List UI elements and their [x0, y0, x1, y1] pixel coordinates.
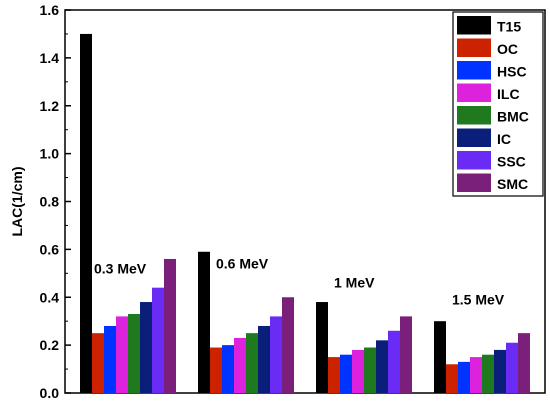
bar-ssc-0	[152, 287, 164, 393]
bar-bmc-0	[128, 314, 140, 393]
bar-bmc-2	[364, 347, 376, 393]
legend-label-ic: IC	[497, 131, 511, 147]
group-label: 1.5 MeV	[452, 291, 505, 307]
y-tick-label: 0.2	[40, 337, 60, 353]
y-tick-label: 0.0	[40, 385, 60, 401]
bar-oc-1	[210, 347, 222, 393]
bar-ic-2	[376, 340, 388, 393]
bar-smc-2	[400, 316, 412, 393]
legend-swatch-ic	[457, 128, 491, 147]
bar-oc-0	[92, 333, 104, 393]
bar-ilc-0	[116, 316, 128, 393]
bar-hsc-3	[458, 361, 470, 393]
legend-swatch-ilc	[457, 83, 491, 102]
bar-ilc-2	[352, 349, 364, 393]
bar-oc-3	[446, 364, 458, 393]
legend-label-smc: SMC	[497, 176, 528, 192]
group-label: 1 MeV	[334, 275, 375, 291]
bar-ic-1	[258, 325, 270, 393]
bar-bmc-1	[246, 333, 258, 393]
legend-swatch-t15	[457, 16, 491, 35]
legend-label-oc: OC	[497, 41, 518, 57]
bar-hsc-0	[104, 325, 116, 393]
y-tick-label: 0.8	[40, 194, 60, 210]
y-tick-label: 0.4	[40, 289, 60, 305]
bar-smc-3	[518, 333, 530, 393]
bar-bmc-3	[482, 354, 494, 393]
legend-label-t15: T15	[497, 19, 521, 35]
group-label: 0.6 MeV	[216, 256, 269, 272]
bar-hsc-1	[222, 345, 234, 393]
bar-t15-0	[80, 33, 92, 393]
bar-t15-1	[198, 251, 210, 393]
y-axis-label: LAC(1/cm)	[9, 166, 25, 236]
legend-label-hsc: HSC	[497, 64, 527, 80]
bar-oc-2	[328, 357, 340, 393]
legend-swatch-hsc	[457, 61, 491, 80]
bar-hsc-2	[340, 354, 352, 393]
bar-smc-0	[164, 258, 176, 393]
legend-label-ilc: ILC	[497, 86, 520, 102]
legend-swatch-ssc	[457, 151, 491, 170]
bar-ssc-2	[388, 330, 400, 393]
y-tick-label: 0.6	[40, 241, 60, 257]
bar-ssc-3	[506, 342, 518, 393]
bar-t15-3	[434, 321, 446, 393]
group-label: 0.3 MeV	[94, 260, 147, 276]
bar-ilc-1	[234, 337, 246, 393]
bar-ic-3	[494, 349, 506, 393]
legend-swatch-oc	[457, 38, 491, 57]
bar-ilc-3	[470, 357, 482, 393]
y-tick-label: 1.0	[40, 146, 60, 162]
y-tick-label: 1.6	[40, 2, 60, 18]
y-tick-label: 1.4	[40, 50, 60, 66]
bar-ic-0	[140, 302, 152, 393]
bar-ssc-1	[270, 316, 282, 393]
bar-smc-1	[282, 297, 294, 393]
legend-swatch-bmc	[457, 106, 491, 125]
legend-label-bmc: BMC	[497, 109, 529, 125]
bar-t15-2	[316, 302, 328, 393]
y-tick-label: 1.2	[40, 98, 60, 114]
legend-swatch-smc	[457, 173, 491, 192]
legend-label-ssc: SSC	[497, 154, 526, 170]
